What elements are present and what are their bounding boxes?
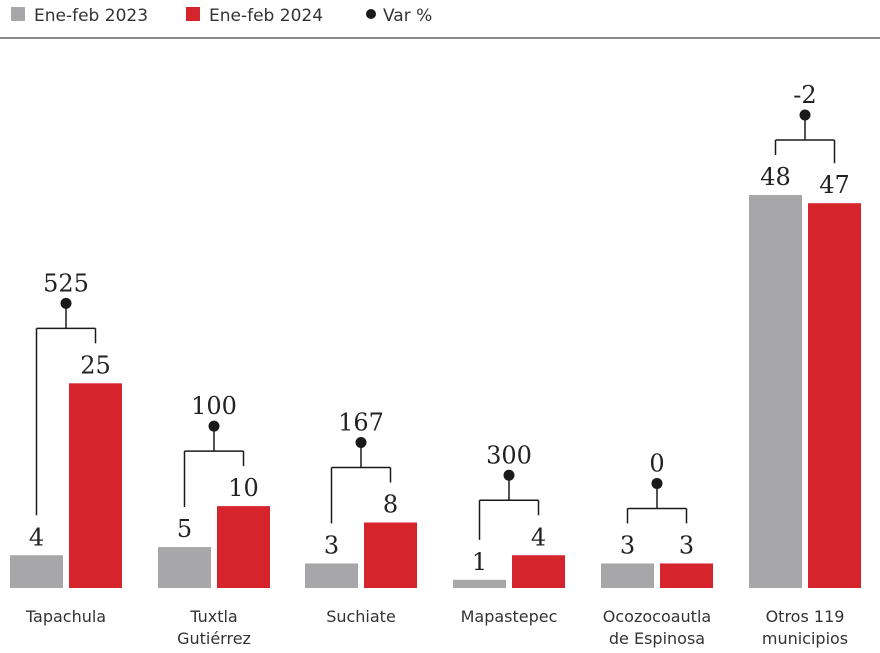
bar-2024	[69, 383, 122, 588]
var-dot	[355, 437, 367, 448]
legend-dot-var	[366, 9, 376, 19]
bar-2023	[10, 555, 63, 588]
category-label: Otros 119	[766, 607, 845, 626]
value-label-2024: 10	[228, 474, 259, 502]
bar-2023	[749, 195, 802, 588]
var-label: 100	[191, 392, 237, 420]
bar-2024	[512, 555, 565, 588]
bar-2023	[601, 563, 654, 588]
var-label: 0	[649, 449, 664, 477]
value-label-2024: 4	[531, 523, 546, 551]
legend-label-var: Var %	[383, 6, 432, 26]
value-label-2024: 25	[80, 351, 111, 379]
var-label: -2	[793, 81, 816, 109]
value-label-2023: 3	[620, 531, 635, 559]
bar-2023	[305, 563, 358, 588]
var-label: 525	[43, 269, 89, 297]
category-label: Mapastepec	[461, 607, 558, 626]
var-label: 167	[338, 409, 384, 437]
legend: Ene-feb 2023 Ene-feb 2024 Var %	[11, 6, 432, 26]
var-dot	[503, 469, 515, 481]
legend-swatch-2024	[186, 7, 200, 21]
bar-2024	[660, 563, 713, 588]
value-label-2024: 47	[819, 171, 850, 199]
var-dot	[799, 109, 811, 121]
value-label-2023: 3	[324, 531, 339, 559]
category-label: Tapachula	[25, 607, 106, 626]
bar-2024	[217, 506, 270, 588]
value-label-2024: 8	[383, 491, 398, 519]
bar-2024	[364, 522, 417, 588]
legend-label-2024: Ene-feb 2024	[209, 6, 323, 26]
category-label: Tuxtla	[189, 607, 237, 626]
bar-2023	[158, 547, 211, 588]
value-label-2023: 4	[29, 523, 44, 551]
category-label: Suchiate	[326, 607, 396, 626]
value-label-2024: 3	[679, 531, 694, 559]
category-label: municipios	[762, 629, 848, 648]
legend-label-2023: Ene-feb 2023	[34, 6, 148, 26]
category-label: Ocozocoautla	[603, 607, 711, 626]
category-label: Gutiérrez	[177, 629, 251, 648]
var-dot	[208, 420, 220, 432]
var-label: 300	[486, 441, 532, 469]
bar-2023	[453, 579, 506, 588]
var-dot	[60, 297, 72, 309]
value-label-2023: 1	[472, 548, 487, 576]
bars-layer: 425525Tapachula510100TuxtlaGutiérrez3816…	[10, 81, 861, 648]
var-dot	[651, 477, 663, 489]
legend-swatch-2023	[11, 7, 25, 21]
category-label: de Espinosa	[609, 629, 705, 648]
value-label-2023: 48	[760, 163, 791, 191]
value-label-2023: 5	[177, 515, 192, 543]
bar-2024	[808, 203, 861, 588]
